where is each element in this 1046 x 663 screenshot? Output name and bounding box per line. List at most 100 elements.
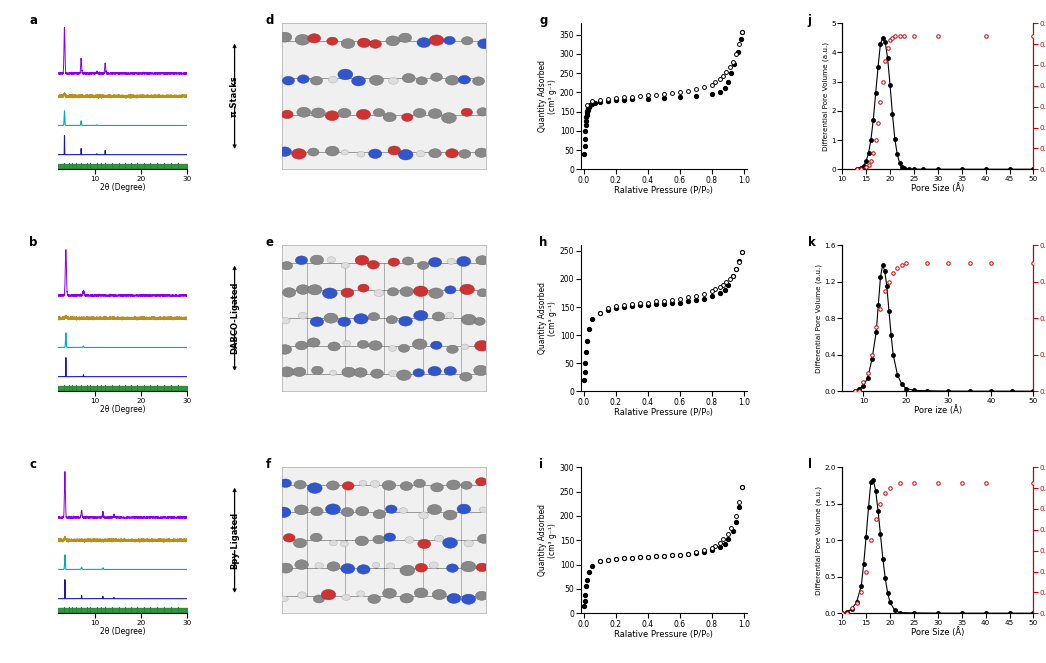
Circle shape (283, 534, 295, 542)
Circle shape (415, 564, 428, 572)
Circle shape (373, 510, 386, 518)
Circle shape (476, 256, 488, 265)
Circle shape (386, 563, 394, 569)
Circle shape (416, 151, 425, 157)
X-axis label: Pore ize (Å): Pore ize (Å) (914, 405, 962, 415)
Circle shape (276, 507, 291, 518)
Circle shape (478, 39, 492, 48)
Text: j: j (808, 15, 812, 27)
Circle shape (388, 258, 400, 267)
Circle shape (326, 481, 339, 490)
Circle shape (417, 38, 431, 48)
Circle shape (446, 76, 459, 85)
Circle shape (475, 341, 490, 351)
Circle shape (396, 370, 411, 381)
Circle shape (431, 483, 444, 492)
Circle shape (369, 40, 382, 48)
Circle shape (356, 255, 369, 265)
Circle shape (400, 593, 413, 603)
Circle shape (417, 261, 429, 269)
Circle shape (325, 146, 339, 156)
Circle shape (297, 75, 310, 84)
Circle shape (412, 339, 427, 349)
Circle shape (278, 345, 292, 354)
X-axis label: 2θ (Degree): 2θ (Degree) (99, 183, 145, 192)
Circle shape (295, 505, 309, 514)
Circle shape (358, 284, 369, 292)
Circle shape (461, 108, 473, 116)
Text: g: g (539, 15, 547, 27)
Circle shape (399, 149, 413, 160)
Circle shape (460, 284, 475, 294)
Circle shape (358, 38, 370, 48)
Circle shape (308, 338, 320, 347)
Circle shape (447, 345, 458, 353)
X-axis label: 2θ (Degree): 2θ (Degree) (99, 405, 145, 414)
Circle shape (341, 38, 355, 48)
Circle shape (441, 113, 456, 123)
Circle shape (387, 288, 399, 296)
Text: k: k (808, 237, 816, 249)
Circle shape (294, 480, 306, 489)
Text: e: e (266, 237, 274, 249)
Circle shape (459, 150, 471, 158)
Circle shape (445, 286, 456, 294)
Circle shape (311, 255, 323, 265)
Circle shape (311, 317, 323, 327)
Circle shape (399, 33, 412, 42)
Circle shape (281, 261, 293, 270)
Circle shape (370, 481, 380, 487)
X-axis label: Ralative Pressure (P/P₀): Ralative Pressure (P/P₀) (614, 186, 713, 195)
Circle shape (314, 595, 324, 603)
Circle shape (474, 318, 485, 326)
Circle shape (368, 149, 382, 158)
Circle shape (473, 77, 484, 86)
Y-axis label: Quantity Adsorbed
(cm³ g⁻¹): Quantity Adsorbed (cm³ g⁻¹) (538, 282, 558, 354)
Circle shape (428, 109, 441, 119)
Y-axis label: Differential Pore Volume (a.u.): Differential Pore Volume (a.u.) (822, 42, 828, 151)
Circle shape (474, 365, 488, 376)
Circle shape (295, 560, 309, 570)
Circle shape (416, 77, 428, 85)
Circle shape (369, 341, 382, 350)
Circle shape (342, 367, 356, 377)
Circle shape (429, 149, 441, 158)
Circle shape (399, 316, 412, 326)
X-axis label: 2θ (Degree): 2θ (Degree) (99, 627, 145, 636)
Text: l: l (808, 458, 812, 471)
Circle shape (431, 341, 442, 349)
Circle shape (442, 538, 457, 548)
Circle shape (372, 562, 380, 568)
Circle shape (312, 366, 323, 375)
Circle shape (278, 147, 292, 156)
Y-axis label: Differential Pore Volume (a.u.): Differential Pore Volume (a.u.) (815, 486, 822, 595)
Circle shape (447, 593, 461, 603)
Circle shape (368, 312, 380, 321)
Circle shape (444, 36, 455, 44)
Circle shape (413, 310, 428, 321)
Circle shape (296, 284, 310, 294)
Circle shape (413, 286, 428, 296)
Circle shape (341, 263, 349, 269)
Circle shape (342, 482, 354, 490)
Circle shape (324, 313, 338, 323)
Circle shape (295, 34, 310, 45)
Circle shape (327, 562, 340, 571)
Circle shape (447, 259, 455, 265)
Circle shape (297, 592, 306, 599)
Circle shape (308, 34, 321, 43)
Circle shape (357, 591, 365, 597)
Circle shape (386, 316, 397, 324)
Circle shape (389, 371, 397, 377)
Circle shape (405, 537, 414, 543)
Circle shape (298, 312, 308, 319)
Circle shape (373, 109, 385, 117)
Circle shape (329, 540, 337, 546)
Circle shape (382, 481, 395, 490)
Circle shape (388, 78, 399, 84)
Circle shape (374, 290, 384, 296)
Circle shape (457, 504, 471, 514)
X-axis label: Pore Size (Å): Pore Size (Å) (911, 627, 964, 636)
Circle shape (329, 371, 337, 375)
Circle shape (341, 150, 348, 155)
